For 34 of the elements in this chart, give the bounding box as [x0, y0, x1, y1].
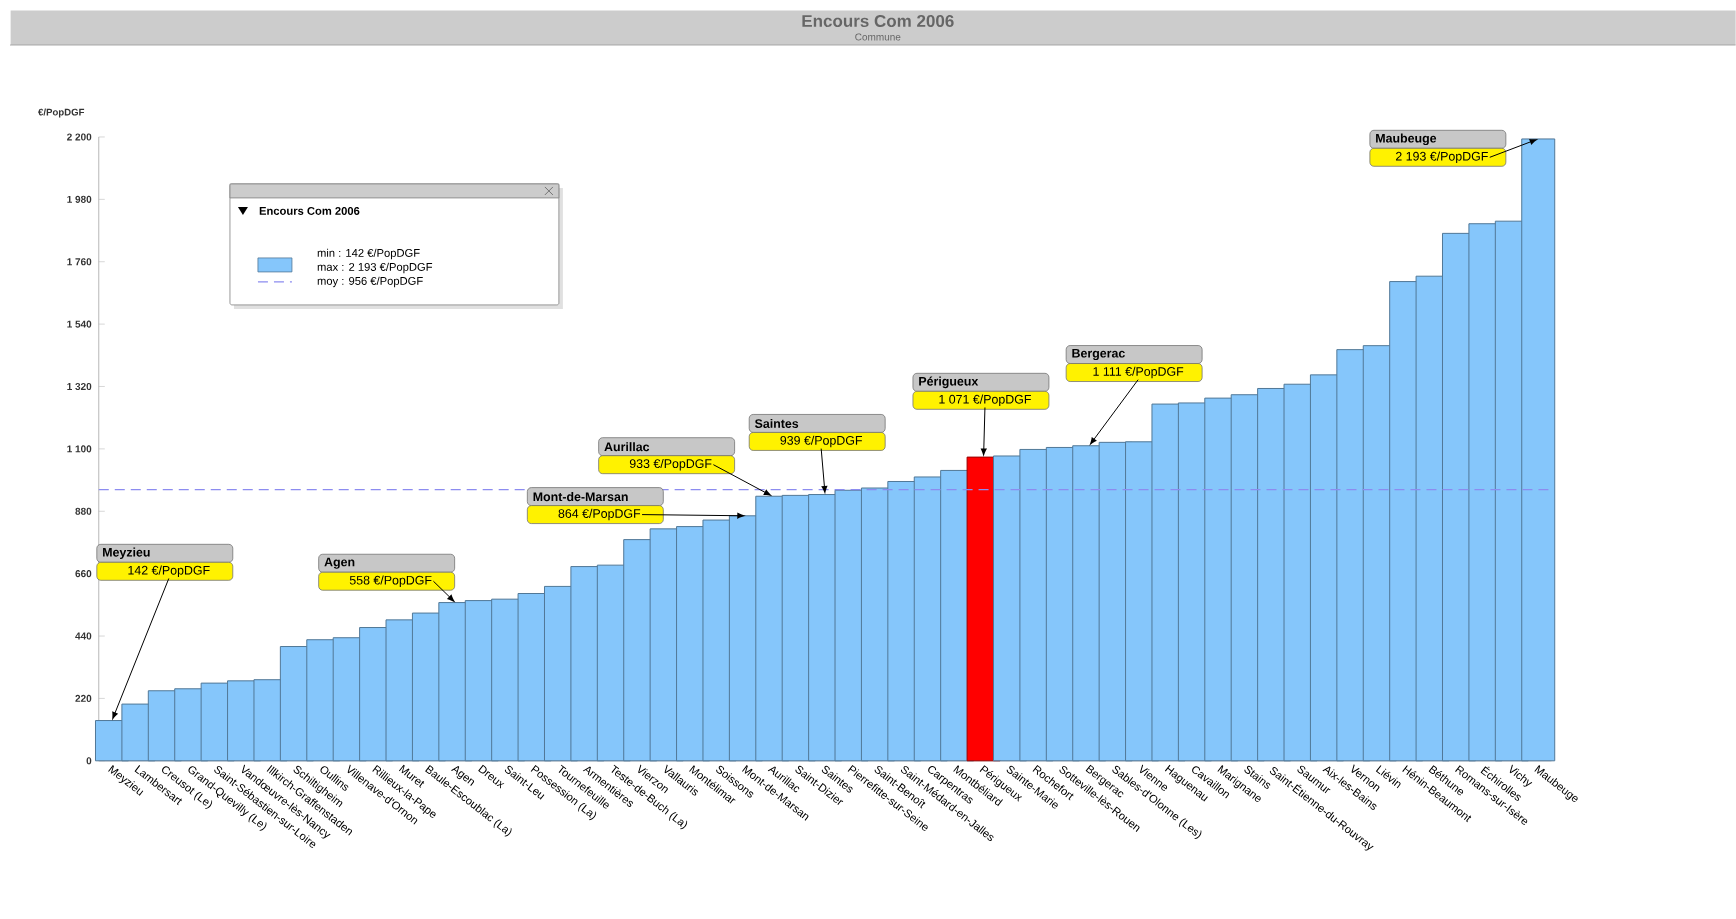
annotation: max : 2 193 €/PopDGF — [317, 262, 433, 274]
annotation: 558 €/PopDGF — [349, 575, 432, 588]
legend-label: moy : 956 €/PopDGF — [317, 276, 423, 288]
annotation: Maubeuge — [1376, 133, 1437, 146]
annotation: 2 193 €/PopDGF — [1395, 151, 1488, 164]
y-axis-title: €/PopDGF — [38, 108, 85, 118]
y-tick-label: 1 540 — [67, 320, 92, 328]
annotation: Agen — [324, 557, 355, 569]
y-tick-label: 1 760 — [67, 258, 92, 266]
chart-subtitle: Commune — [855, 33, 901, 41]
annotation: Mont-de-Marsan — [533, 492, 628, 502]
annotation: 939 €/PopDGF — [780, 435, 862, 448]
annotation: 1 111 €/PopDGF — [1093, 366, 1184, 379]
y-tick-label: 1 320 — [67, 383, 92, 391]
y-tick-label: 1 980 — [67, 195, 92, 203]
chart-title: Encours Com 2006 — [802, 15, 954, 28]
annotation: Aurillac — [604, 442, 650, 452]
y-tick-label: 2 200 — [67, 133, 92, 141]
y-tick-label: 660 — [75, 570, 92, 578]
annotation: Saintes — [754, 419, 799, 429]
legend-title: Encours Com 2006 — [259, 207, 360, 215]
y-tick-label: 220 — [75, 694, 92, 703]
annotation: Meyzieu — [103, 547, 150, 560]
annotation: 933 €/PopDGF — [629, 459, 712, 471]
annotation: 1 071 €/PopDGF — [939, 394, 1031, 407]
y-tick-label: 880 — [75, 507, 92, 515]
annotation: Bergerac — [1072, 349, 1125, 361]
y-tick-label: 1 100 — [67, 445, 92, 453]
annotation: 142 €/PopDGF — [128, 565, 210, 578]
y-tick-label: 440 — [75, 632, 92, 640]
annotation: Périgueux — [919, 376, 979, 389]
y-tick-label: 0 — [86, 757, 92, 765]
annotation: 864 €/PopDGF — [558, 508, 641, 521]
annotation: min : 142 €/PopDGF — [317, 248, 420, 260]
